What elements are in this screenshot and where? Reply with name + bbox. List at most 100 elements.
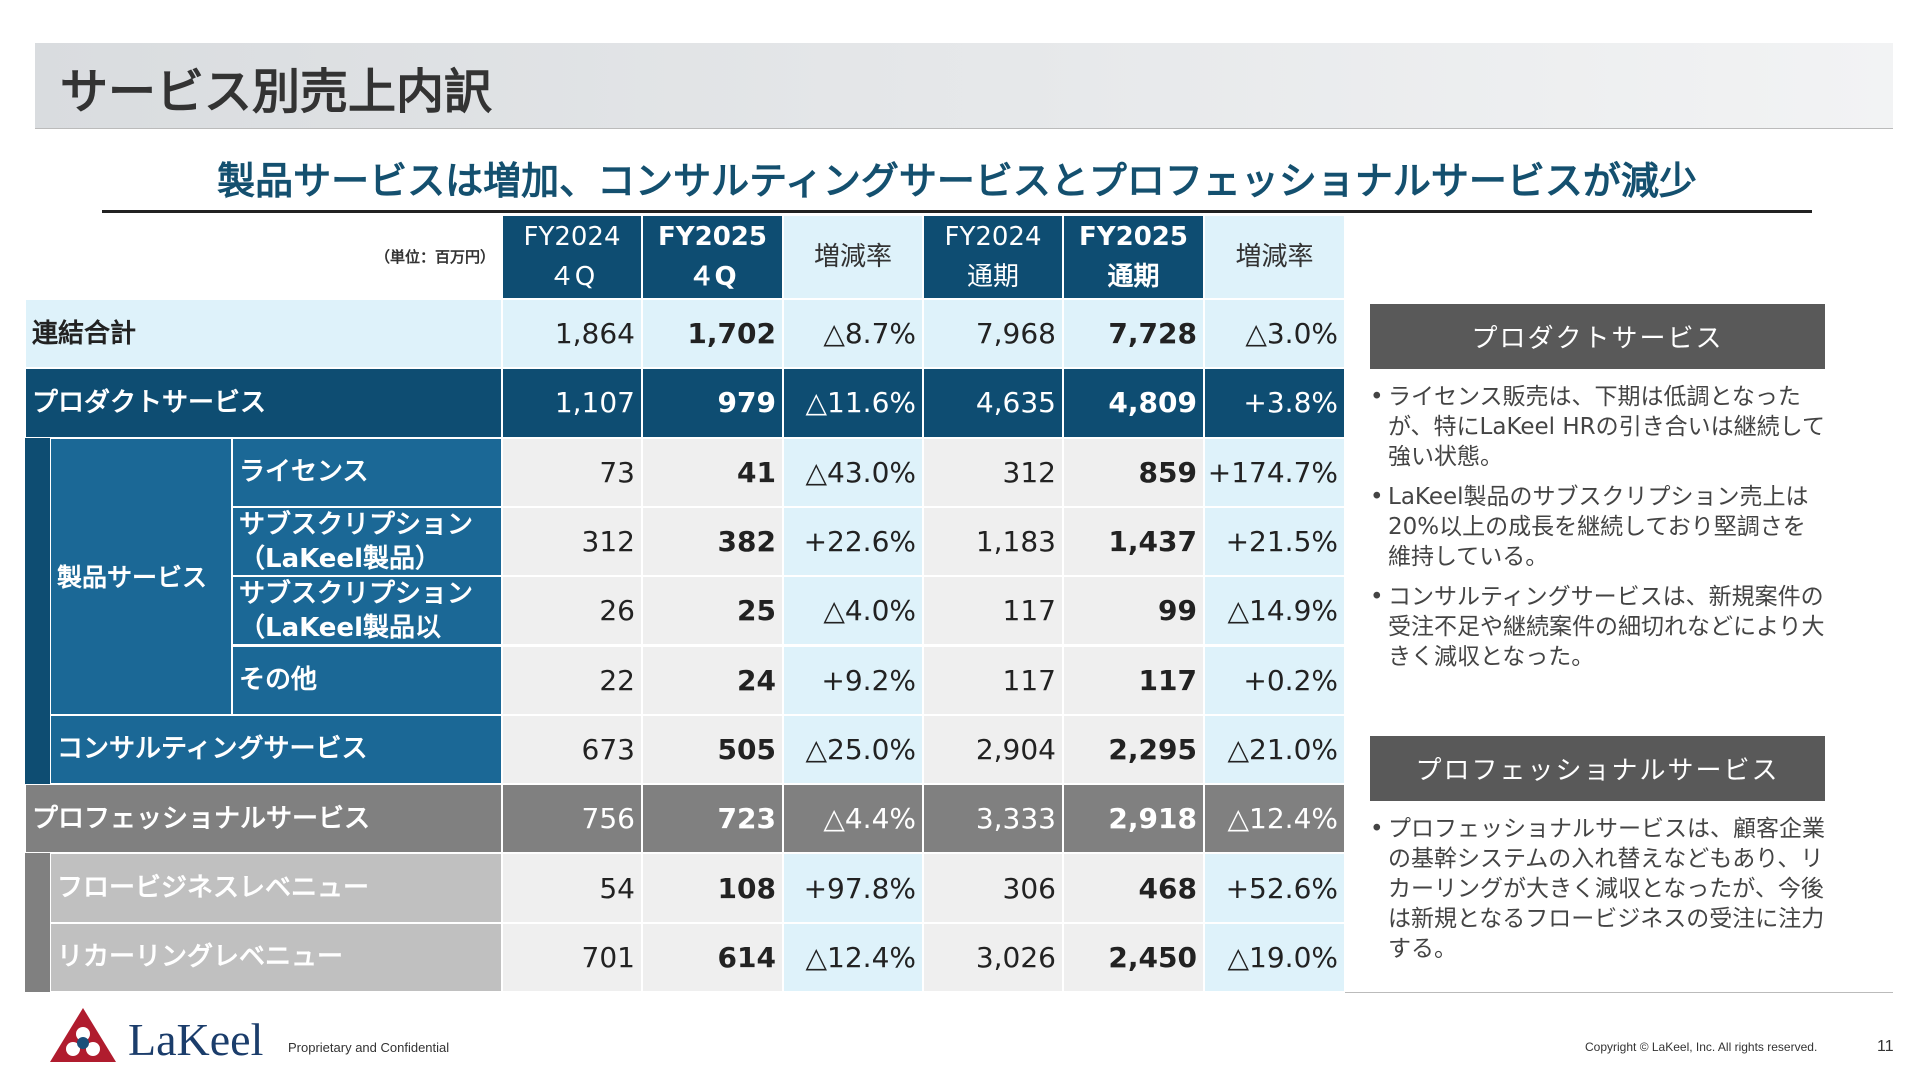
header-band (35, 43, 1893, 129)
value-cell: △11.6% (783, 368, 923, 438)
value-cell: 756 (502, 784, 642, 854)
value-cell: 108 (642, 853, 783, 923)
value-cell: +22.6% (783, 506, 923, 577)
copyright: Copyright © LaKeel, Inc. All rights rese… (1585, 1040, 1818, 1054)
bullet: • コンサルティングサービスは、新規案件の受注不足や継続案件の細切れなどにより大き… (1370, 582, 1825, 672)
value-cell: △43.0% (783, 437, 923, 507)
group-cell: 製品サービス (50, 437, 232, 715)
header-cell: 増減率 (1204, 215, 1345, 299)
value-cell: +9.2% (783, 645, 923, 715)
bullet-dot: • (1370, 584, 1384, 610)
strip (25, 853, 50, 992)
rule (1345, 992, 1893, 993)
header-cell: FY2024 通期 (923, 215, 1063, 299)
value-cell: 312 (923, 437, 1063, 507)
bullet-list: • プロフェッショナルサービスは、顧客企業の基幹システムの入れ替えなどもあり、リカ… (1370, 814, 1825, 974)
value-cell: 701 (502, 922, 642, 992)
value-cell: +0.2% (1204, 645, 1345, 715)
value-cell: 2,295 (1063, 714, 1204, 785)
value-cell: 1,864 (502, 299, 642, 369)
bullet: • ライセンス販売は、下期は低調となったが、特にLaKeel HRの引き合いは継続… (1370, 382, 1825, 472)
value-cell: 25 (642, 576, 783, 646)
confidential: Proprietary and Confidential (288, 1040, 450, 1055)
value-cell: 3,333 (923, 784, 1063, 854)
value-cell: +174.7% (1204, 437, 1345, 507)
bullet-dot: • (1370, 484, 1384, 510)
value-cell: 73 (502, 437, 642, 507)
bullet-text: プロフェッショナルサービスは、顧客企業の基幹システムの入れ替えなどもあり、リカー… (1388, 816, 1825, 962)
value-cell: 7,728 (1063, 299, 1204, 369)
panel-title: プロフェッショナルサービス (1370, 736, 1825, 801)
value-cell: +3.8% (1204, 368, 1345, 438)
value-cell: 4,809 (1063, 368, 1204, 438)
value-cell: △25.0% (783, 714, 923, 785)
strip (25, 437, 50, 785)
row-label: サブスクリプション（LaKeel製品） (232, 506, 502, 577)
header-cell: FY2025 ４Q (642, 215, 783, 299)
subtitle: 製品サービスは増加、コンサルティングサービスとプロフェッショナルサービスが減少 (217, 159, 1697, 203)
row-label: リカーリングレベニュー (50, 922, 502, 992)
value-cell: 54 (502, 853, 642, 923)
header-text: FY2024 (523, 222, 621, 252)
value-cell: 7,968 (923, 299, 1063, 369)
value-cell: 117 (923, 576, 1063, 646)
value-cell: △4.0% (783, 576, 923, 646)
value-cell: 1,437 (1063, 506, 1204, 577)
value-cell: 505 (642, 714, 783, 785)
value-cell: 723 (642, 784, 783, 854)
value-cell: 2,904 (923, 714, 1063, 785)
value-cell: 382 (642, 506, 783, 577)
value-cell: 22 (502, 645, 642, 715)
page-number: 11 (1877, 1038, 1894, 1055)
panel-title: プロダクトサービス (1370, 304, 1825, 369)
header-text: ４Q (688, 262, 737, 292)
value-cell: +52.6% (1204, 853, 1345, 923)
header-text: ４Q (548, 262, 596, 292)
bullet: • LaKeel製品のサブスクリプション売上は20%以上の成長を継続しており堅調さ… (1370, 482, 1825, 572)
value-cell: 673 (502, 714, 642, 785)
header-cell: FY2024 ４Q (502, 215, 642, 299)
header-text: FY2025 (1079, 222, 1188, 252)
value-cell: 117 (923, 645, 1063, 715)
value-cell: 468 (1063, 853, 1204, 923)
bullet-list: • ライセンス販売は、下期は低調となったが、特にLaKeel HRの引き合いは継続… (1370, 382, 1825, 682)
value-cell: △19.0% (1204, 922, 1345, 992)
row-label: その他 (232, 645, 502, 715)
header-text: 増減率 (813, 242, 892, 272)
value-cell: 4,635 (923, 368, 1063, 438)
header-text: 通期 (1107, 262, 1160, 292)
value-cell: △12.4% (1204, 784, 1345, 854)
bullet-dot: • (1370, 816, 1384, 842)
header-text: FY2025 (658, 222, 767, 252)
row-label: プロフェッショナルサービス (25, 784, 502, 854)
unit-label: （単位：百万円） (374, 248, 495, 266)
value-cell: 614 (642, 922, 783, 992)
value-cell: 26 (502, 576, 642, 646)
title: サービス別売上内訳 (60, 64, 493, 120)
header-cell: FY2025 通期 (1063, 215, 1204, 299)
value-cell: △8.7% (783, 299, 923, 369)
value-cell: 1,107 (502, 368, 642, 438)
value-cell: 1,702 (642, 299, 783, 369)
value-cell: 2,450 (1063, 922, 1204, 992)
header-text: FY2024 (944, 222, 1042, 252)
value-cell: 41 (642, 437, 783, 507)
value-cell: 117 (1063, 645, 1204, 715)
value-cell: 99 (1063, 576, 1204, 646)
value-cell: 3,026 (923, 922, 1063, 992)
bullet: • プロフェッショナルサービスは、顧客企業の基幹システムの入れ替えなどもあり、リカ… (1370, 814, 1825, 964)
logo-mark (50, 1008, 116, 1062)
row-label: 連結合計 (25, 299, 502, 369)
bullet-text: コンサルティングサービスは、新規案件の受注不足や継続案件の細切れなどにより大きく… (1388, 584, 1825, 670)
value-cell: 979 (642, 368, 783, 438)
row-label: コンサルティングサービス (50, 714, 502, 785)
value-cell: +21.5% (1204, 506, 1345, 577)
value-cell: +97.8% (783, 853, 923, 923)
value-cell: 306 (923, 853, 1063, 923)
row-label: プロダクトサービス (25, 368, 502, 438)
header-text: 通期 (966, 262, 1019, 292)
header-cell: 増減率 (783, 215, 923, 299)
value-cell: △14.9% (1204, 576, 1345, 646)
value-cell: 859 (1063, 437, 1204, 507)
